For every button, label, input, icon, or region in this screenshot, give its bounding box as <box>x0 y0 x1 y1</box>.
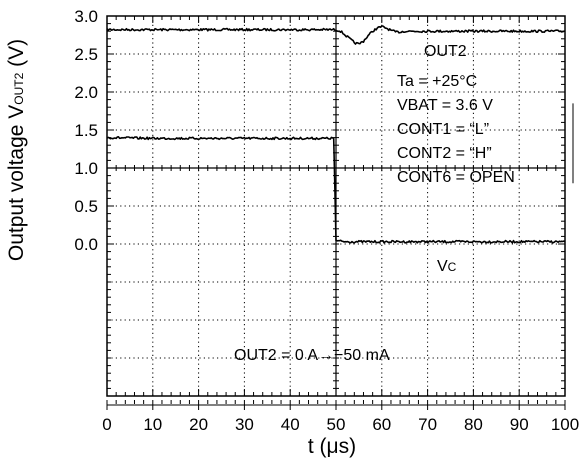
y-tick-label: 2.0 <box>74 83 98 102</box>
load-step-label: OUT2 = 0 A→−50 mA <box>234 347 390 364</box>
series-group <box>106 25 566 244</box>
condition-line: CONT1 = “L” <box>397 121 489 138</box>
y-tick-label: 0.0 <box>74 235 98 254</box>
x-tick-label: 20 <box>189 415 208 434</box>
series-line-vc <box>106 136 566 244</box>
x-tick-label: 80 <box>464 415 483 434</box>
conditions-block: Ta = +25°C VBAT = 3.6 V CONT1 = “L” CONT… <box>397 73 515 186</box>
x-tick-label: 90 <box>510 415 529 434</box>
y-tick-label: 1.0 <box>74 159 98 178</box>
y-tick-label: 1.5 <box>74 121 98 140</box>
x-tick-label: 40 <box>281 415 300 434</box>
x-tick-label: 100 <box>551 415 579 434</box>
x-tick-label: 70 <box>418 415 437 434</box>
condition-line: CONT6 = OPEN <box>397 169 515 186</box>
out2-label: OUT2 <box>424 43 467 60</box>
y-axis-title: Output voltage VOUT2 (V) <box>5 39 28 261</box>
y-tick-labels: 0.0 0.5 1.0 1.5 2.0 2.5 3.0 <box>74 7 98 254</box>
x-tick-label: 10 <box>143 415 162 434</box>
x-tick-labels: 0 10 20 30 40 50 60 70 80 90 100 <box>102 415 579 434</box>
x-tick-label: 60 <box>372 415 391 434</box>
x-tick-label: 30 <box>235 415 254 434</box>
y-tick-label: 2.5 <box>74 45 98 64</box>
tick-marks <box>106 15 574 410</box>
x-tick-label: 0 <box>102 415 111 434</box>
condition-line: CONT2 = “H” <box>397 145 492 162</box>
vc-label: VC <box>437 258 457 275</box>
condition-line: Ta = +25°C <box>397 73 477 90</box>
series-line-out2 <box>106 25 565 45</box>
condition-line: VBAT = 3.6 V <box>397 97 493 114</box>
y-tick-label: 3.0 <box>74 7 98 26</box>
y-tick-label: 0.5 <box>74 197 98 216</box>
x-axis-title: t (μs) <box>308 435 356 458</box>
x-tick-label: 50 <box>327 415 346 434</box>
